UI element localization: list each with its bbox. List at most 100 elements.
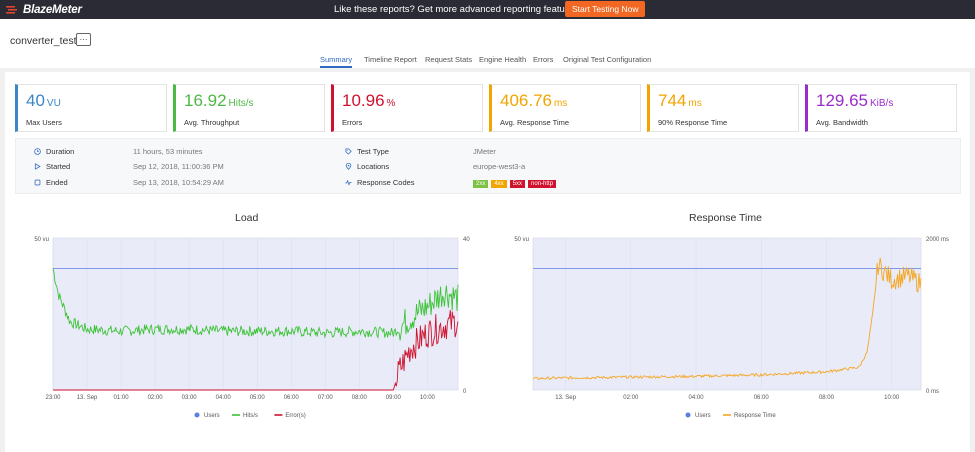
started-value: Sep 12, 2018, 11:00:36 PM [133, 162, 224, 171]
stop-icon [34, 179, 41, 186]
tab-summary[interactable]: Summary [320, 55, 353, 68]
report-header: converter_test ··· Summary Timeline Repo… [0, 19, 975, 68]
x-tick-label: 04:00 [689, 395, 705, 401]
legend-label: Users [695, 413, 711, 419]
tab-timeline-report[interactable]: Timeline Report [364, 55, 417, 64]
response-codes-badges: 2xx 4xx 5xx non-http [473, 178, 559, 188]
legend-marker [685, 412, 691, 418]
series-line-error-s [53, 310, 459, 391]
legend-label: Response Time [734, 413, 776, 419]
y-right-top-label: 40 [463, 237, 470, 243]
x-tick-label: 13. Sep [555, 395, 576, 401]
kpi-90-response-time: 744 ms 90% Response Time [647, 84, 799, 132]
pulse-icon [345, 179, 352, 186]
test-type-label: Test Type [357, 147, 389, 156]
kpi-value: 129.65 [816, 91, 868, 110]
y-right-top-label: 2000 ms [926, 237, 949, 243]
ended-row: Ended [34, 178, 68, 187]
x-tick-label: 02:00 [623, 395, 639, 401]
report-tabs: Summary Timeline Report Request Stats En… [0, 55, 975, 68]
test-details: Duration 11 hours, 53 minutes Started Se… [15, 138, 961, 194]
tab-engine-health[interactable]: Engine Health [479, 55, 527, 64]
play-icon [34, 163, 41, 170]
y-right-bottom-label: 0 [463, 389, 467, 395]
tab-original-test-configuration[interactable]: Original Test Configuration [563, 55, 652, 64]
kpi-label: Errors [342, 118, 363, 127]
kpi-unit: % [386, 98, 396, 109]
legend-label: Hits/s [243, 413, 258, 419]
kpi-label: 90% Response Time [658, 118, 728, 127]
tab-request-stats[interactable]: Request Stats [425, 55, 473, 64]
logo-flame-icon [6, 6, 17, 14]
logo-text: BlazeMeter [23, 3, 82, 16]
kpi-avg-throughput: 16.92 Hits/s Avg. Throughput [173, 84, 325, 132]
legend-marker [194, 412, 200, 418]
load-chart: 50 vu 40 0 23:00 13. Sep 01:00 02:00 03:00 04:00… [34, 237, 470, 419]
kpi-value: 16.92 [184, 91, 227, 110]
kpi-value: 10.96 [342, 91, 385, 110]
locations-value: europe-west3-a [473, 162, 526, 171]
kpi-errors: 10.96% Errors [331, 84, 483, 132]
legend-label: Error(s) [285, 413, 305, 419]
response-codes-label: Response Codes [357, 178, 415, 187]
kpi-label: Avg. Throughput [184, 118, 240, 127]
response-time-chart-title: Response Time [689, 212, 762, 224]
badge-5xx: 5xx [509, 180, 526, 188]
kpi-label: Max Users [26, 118, 62, 127]
test-name: converter_test [10, 35, 77, 47]
x-tick-label: 13. Sep [77, 395, 98, 401]
top-bar: BlazeMeter Like these reports? Get more … [0, 0, 975, 19]
kpi-label: Avg. Response Time [500, 118, 570, 127]
response-codes-row: Response Codes [345, 178, 415, 187]
duration-value: 11 hours, 53 minutes [133, 147, 203, 156]
y-left-label: 50 vu [514, 237, 529, 243]
kpi-max-users: 40 VU Max Users [15, 84, 167, 132]
x-tick-label: 05:00 [250, 395, 266, 401]
start-testing-button[interactable]: Start Testing Now [565, 1, 646, 17]
kpi-avg-bandwidth: 129.65 KiB/s Avg. Bandwidth [805, 84, 957, 132]
x-tick-label: 02:00 [148, 395, 164, 401]
series-line-hits-s [52, 268, 459, 341]
kpi-unit: Hits/s [228, 98, 254, 109]
x-tick-label: 07:00 [318, 395, 334, 401]
y-left-label: 50 vu [34, 237, 49, 243]
clock-icon [34, 148, 41, 155]
kpi-unit: ms [688, 98, 702, 109]
kpi-avg-response-time: 406.76 ms Avg. Response Time [489, 84, 641, 132]
badge-non-http: non-http [528, 180, 557, 188]
kpi-value: 744 [658, 91, 687, 110]
x-tick-label: 04:00 [216, 395, 232, 401]
legend-label: Users [204, 413, 220, 419]
tab-errors[interactable]: Errors [533, 55, 554, 64]
x-tick-label: 08:00 [352, 395, 368, 401]
y-right-bottom-label: 0 ms [926, 389, 939, 395]
plot-area [532, 237, 922, 391]
started-label: Started [46, 162, 71, 171]
kpi-unit: ms [554, 98, 568, 109]
kpi-label: Avg. Bandwidth [816, 118, 868, 127]
x-tick-label: 06:00 [754, 395, 770, 401]
x-tick-label: 03:00 [182, 395, 198, 401]
x-tick-label: 09:00 [386, 395, 402, 401]
more-options-button[interactable]: ··· [76, 33, 91, 46]
tag-icon [345, 148, 352, 155]
badge-4xx: 4xx [491, 180, 507, 188]
kpi-value: 406.76 [500, 91, 552, 110]
kpi-unit: VU [46, 98, 61, 109]
series-line-response-time [532, 257, 922, 381]
x-tick-label: 23:00 [45, 395, 61, 401]
duration-row: Duration [34, 147, 74, 156]
kpi-row: 40 VU Max Users 16.92 Hits/s Avg. Throughp… [15, 84, 957, 132]
response-time-chart: 50 vu 2000 ms 0 ms 13. Sep 02:00 04:00 06:00 08… [514, 237, 949, 419]
started-row: Started [34, 162, 70, 171]
test-type-value: JMeter [473, 147, 496, 156]
test-type-row: Test Type [345, 147, 389, 156]
badge-2xx: 2xx [473, 180, 489, 188]
x-tick-label: 01:00 [114, 395, 130, 401]
promo-text: Like these reports? Get more advanced re… [334, 4, 578, 15]
x-tick-label: 10:00 [420, 395, 436, 401]
x-tick-label: 08:00 [819, 395, 835, 401]
ended-label: Ended [46, 178, 68, 187]
load-chart-title: Load [235, 212, 259, 224]
blazemeter-logo[interactable]: BlazeMeter [6, 4, 82, 16]
